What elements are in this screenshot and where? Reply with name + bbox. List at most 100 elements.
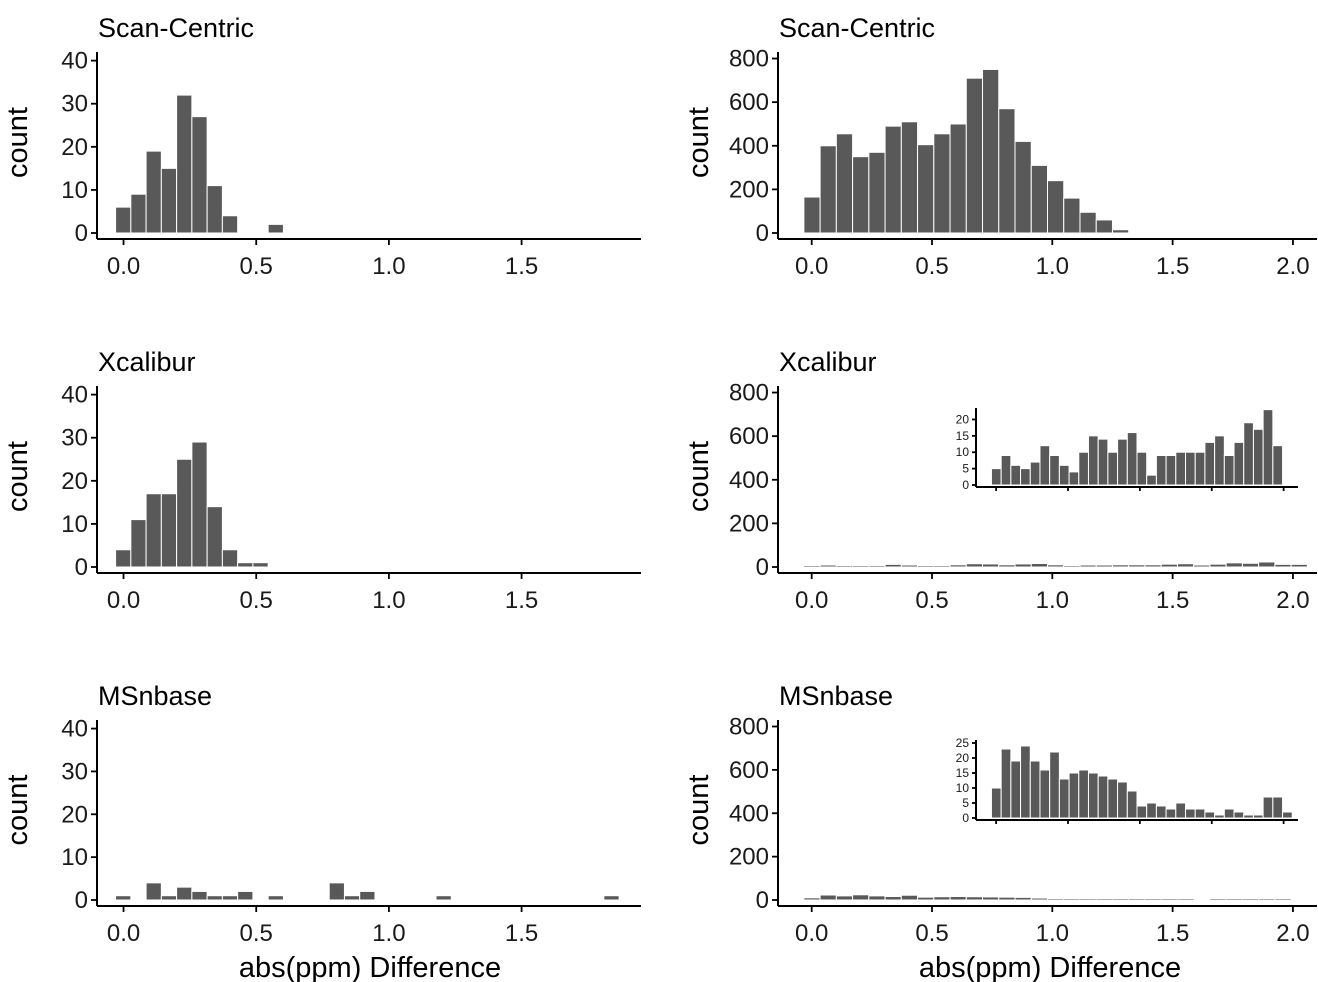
histogram-bar bbox=[998, 896, 1016, 901]
histogram-bar bbox=[1128, 564, 1146, 568]
histogram-bar bbox=[819, 564, 837, 568]
histogram-bar bbox=[191, 890, 208, 901]
inset-histogram-bar bbox=[1165, 455, 1177, 486]
inset-y-tick-label: 10 bbox=[956, 781, 970, 795]
y-tick-label: 0 bbox=[75, 220, 88, 247]
histogram-bar bbox=[868, 151, 886, 234]
histogram-bar bbox=[965, 896, 984, 901]
inset-histogram-bar bbox=[1029, 760, 1041, 819]
x-tick-label: 0.0 bbox=[107, 920, 140, 947]
x-tick-label: 0.0 bbox=[107, 253, 140, 280]
inset-histogram-bar bbox=[1049, 455, 1060, 486]
x-tick-label: 1.0 bbox=[1036, 587, 1069, 614]
y-tick-label: 40 bbox=[61, 716, 88, 743]
x-tick-label: 0.5 bbox=[915, 587, 948, 614]
inset-histogram-bar bbox=[1185, 451, 1196, 486]
inset-histogram-bar bbox=[1020, 745, 1031, 819]
histogram-bar bbox=[343, 895, 361, 901]
inset-histogram-bar bbox=[1214, 435, 1225, 486]
histogram-bar bbox=[982, 896, 1000, 901]
inset-histogram-bar bbox=[1252, 814, 1264, 819]
histogram-bar bbox=[1095, 564, 1113, 568]
y-tick-label: 600 bbox=[729, 89, 769, 116]
inset-y-tick-label: 0 bbox=[962, 478, 969, 492]
inset-histogram-bar bbox=[1175, 451, 1187, 486]
y-axis-title: count bbox=[2, 775, 34, 846]
x-tick-label: 1.0 bbox=[372, 920, 405, 947]
histogram-bar bbox=[1063, 898, 1081, 901]
inset-histogram-bar bbox=[1107, 451, 1119, 486]
histogram-bar bbox=[868, 564, 886, 568]
x-tick-label: 0.0 bbox=[795, 920, 828, 947]
histogram-bar bbox=[115, 895, 132, 901]
histogram-bar bbox=[949, 564, 967, 568]
histogram-bar bbox=[835, 565, 854, 568]
histogram-bar bbox=[933, 896, 951, 901]
y-tick-label: 20 bbox=[61, 801, 88, 828]
histogram-bar bbox=[835, 895, 854, 901]
y-tick-label: 200 bbox=[729, 176, 769, 203]
histogram-bar bbox=[145, 493, 162, 568]
histogram-bar bbox=[917, 896, 935, 901]
histogram-bar bbox=[176, 94, 193, 234]
panel-title: Scan-Centric bbox=[779, 13, 935, 43]
histogram-bar bbox=[1047, 180, 1065, 234]
histogram-bar bbox=[1209, 563, 1227, 568]
histogram-bar bbox=[1176, 563, 1195, 568]
histogram-bar bbox=[435, 895, 452, 901]
x-tick-label: 1.5 bbox=[1156, 920, 1189, 947]
y-tick-label: 200 bbox=[729, 510, 769, 537]
inset-histogram-bar bbox=[1214, 814, 1225, 819]
inset-y-tick-label: 5 bbox=[962, 462, 969, 476]
inset-histogram-bar bbox=[1204, 441, 1216, 486]
histogram-bar bbox=[1290, 563, 1308, 568]
histogram-bar bbox=[1176, 898, 1195, 901]
histogram-bar bbox=[917, 565, 935, 568]
y-tick-label: 0 bbox=[75, 887, 88, 914]
y-tick-label: 30 bbox=[61, 425, 88, 452]
x-tick-label: 1.0 bbox=[372, 587, 405, 614]
histogram-bar bbox=[1030, 897, 1049, 901]
y-tick-label: 10 bbox=[61, 511, 88, 538]
inset-y-tick-label: 25 bbox=[956, 736, 970, 750]
inset-histogram-bar bbox=[1155, 805, 1167, 819]
y-tick-label: 20 bbox=[61, 134, 88, 161]
histogram-bar bbox=[965, 77, 984, 234]
histogram-bar bbox=[819, 894, 837, 901]
histogram-bar bbox=[191, 441, 208, 568]
histogram-bar bbox=[1193, 564, 1211, 568]
inset-histogram-bar bbox=[1136, 805, 1148, 819]
inset-histogram-bar bbox=[1165, 808, 1177, 819]
histogram-bar bbox=[267, 223, 284, 234]
inset-y-tick-label: 10 bbox=[956, 445, 970, 459]
inset-histogram-bar bbox=[1020, 468, 1031, 486]
histogram-bar bbox=[803, 565, 821, 568]
inset-histogram-bar bbox=[1068, 471, 1080, 486]
y-axis-title: count bbox=[683, 107, 715, 178]
histogram-bar bbox=[884, 125, 902, 234]
histogram-bar bbox=[933, 133, 951, 234]
y-tick-label: 0 bbox=[756, 887, 769, 914]
inset-histogram-bar bbox=[1097, 438, 1109, 486]
histogram-bar bbox=[1047, 564, 1065, 568]
inset-histogram-bar bbox=[990, 787, 1002, 819]
x-tick-label: 0.5 bbox=[915, 253, 948, 280]
y-axis-title: count bbox=[2, 107, 34, 178]
histogram-bar bbox=[603, 895, 620, 901]
x-tick-label: 1.5 bbox=[1156, 253, 1189, 280]
x-tick-label: 1.5 bbox=[505, 920, 538, 947]
y-tick-label: 20 bbox=[61, 468, 88, 495]
histogram-bar bbox=[1225, 898, 1243, 901]
panel-title: MSnbase bbox=[98, 681, 212, 711]
inset-histogram-bar bbox=[1233, 441, 1245, 486]
y-tick-label: 0 bbox=[756, 220, 769, 247]
histogram-bar bbox=[267, 895, 284, 901]
inset-y-tick-label: 15 bbox=[956, 766, 970, 780]
histogram-bar bbox=[206, 895, 223, 901]
x-tick-label: 1.5 bbox=[1156, 587, 1189, 614]
panel-title: Xcalibur bbox=[779, 347, 877, 377]
histogram-bar bbox=[965, 563, 984, 568]
y-tick-label: 30 bbox=[61, 91, 88, 118]
histogram-bar bbox=[998, 564, 1016, 568]
histogram-bar bbox=[949, 123, 967, 234]
